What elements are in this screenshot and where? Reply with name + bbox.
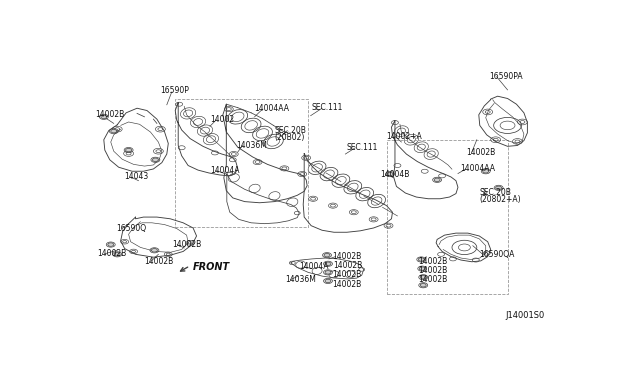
Text: FRONT: FRONT (193, 262, 230, 272)
Circle shape (419, 267, 425, 270)
Text: 14004B: 14004B (380, 170, 410, 179)
Circle shape (325, 262, 331, 266)
Circle shape (495, 186, 502, 190)
Circle shape (325, 279, 331, 283)
Circle shape (434, 178, 440, 182)
Circle shape (419, 258, 424, 261)
Circle shape (324, 253, 330, 257)
Text: 16590Q: 16590Q (116, 224, 146, 233)
Text: 14002B: 14002B (466, 148, 495, 157)
Bar (175, 99, 308, 227)
Circle shape (483, 170, 489, 173)
Text: 14002B: 14002B (419, 266, 447, 275)
Text: 14002B: 14002B (332, 280, 361, 289)
Circle shape (420, 276, 426, 279)
Text: 14002B: 14002B (172, 240, 201, 249)
Text: 16590QA: 16590QA (479, 250, 514, 259)
Circle shape (420, 283, 426, 287)
Text: 14002B: 14002B (419, 275, 447, 284)
Circle shape (108, 243, 114, 246)
Text: 16590P: 16590P (161, 86, 189, 95)
Circle shape (387, 172, 393, 176)
Circle shape (152, 158, 158, 161)
Text: 14043: 14043 (125, 173, 149, 182)
Text: 14002B: 14002B (333, 261, 362, 270)
Text: J14001S0: J14001S0 (506, 311, 545, 320)
Text: 14002B: 14002B (97, 249, 126, 258)
Text: SEC.111: SEC.111 (347, 143, 378, 152)
Text: (20802+A): (20802+A) (480, 195, 522, 204)
Circle shape (101, 115, 107, 119)
Text: 14004A: 14004A (211, 166, 240, 175)
Text: 14002+A: 14002+A (387, 132, 422, 141)
Circle shape (152, 248, 157, 252)
Text: 16590PA: 16590PA (490, 72, 524, 81)
Bar (387, 140, 508, 294)
Text: 14002B: 14002B (145, 257, 173, 266)
Circle shape (125, 148, 132, 152)
Text: 14002B: 14002B (419, 257, 447, 266)
Text: 14002B: 14002B (95, 110, 124, 119)
Circle shape (111, 129, 116, 133)
Text: 14004AA: 14004AA (255, 104, 289, 113)
Text: 14002B: 14002B (332, 252, 361, 261)
Text: SEC.20B: SEC.20B (480, 187, 511, 197)
Circle shape (114, 253, 120, 256)
Text: SEC.20B: SEC.20B (275, 126, 307, 135)
Text: (20B02): (20B02) (275, 133, 305, 142)
Text: 14002: 14002 (210, 115, 234, 124)
Text: 14004AA: 14004AA (460, 164, 495, 173)
Text: 14002B: 14002B (332, 270, 361, 279)
Text: 14004A: 14004A (300, 262, 329, 272)
Text: 14036M: 14036M (285, 275, 316, 284)
Text: 14036M: 14036M (236, 141, 267, 150)
Text: SEC.111: SEC.111 (312, 103, 343, 112)
Circle shape (325, 271, 331, 274)
